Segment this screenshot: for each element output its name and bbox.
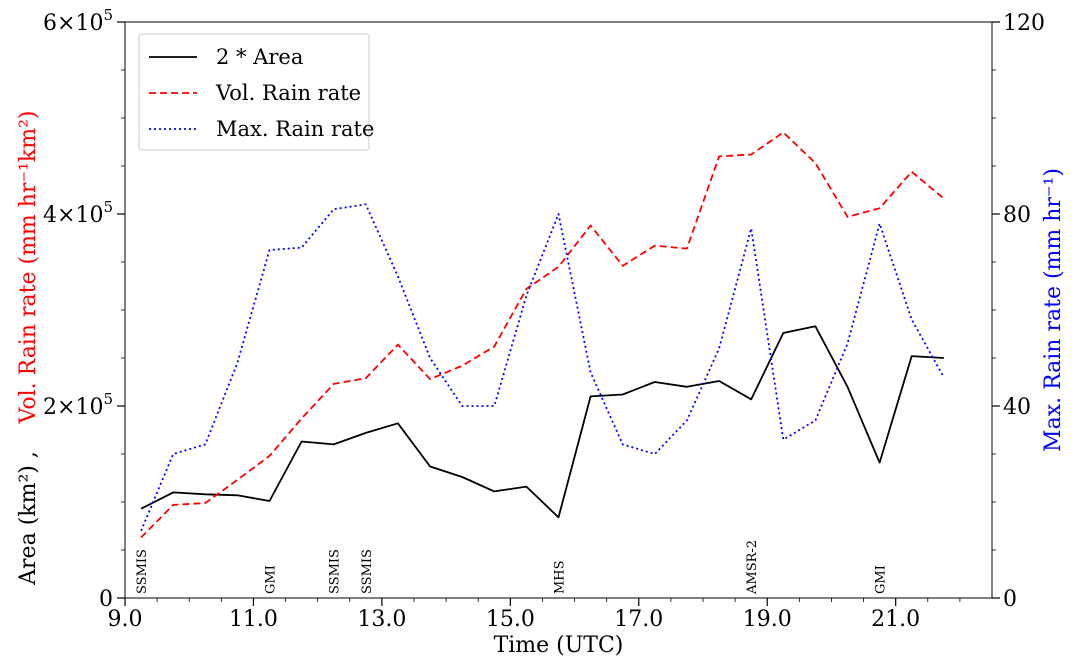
satellite-label: GMI: [264, 565, 279, 594]
left-axis-title: Area (km²) , Vol. Rain rate (mm hr⁻¹km²): [16, 110, 41, 585]
ticks-layer: 9.0 11.0 13.0 15.0 17.0 19.0 21.0 0 2×105 4×105 6×…: [43, 6, 1045, 632]
left-axis-title-vol: Vol. Rain rate (mm hr⁻¹km²): [16, 110, 41, 424]
left-tick-label: 4×105: [43, 198, 113, 228]
left-tick-label: 2×105: [43, 390, 113, 420]
satellite-label: SSMIS: [360, 549, 375, 594]
x-tick-label: 21.0: [871, 607, 920, 632]
x-axis-title: Time (UTC): [494, 633, 624, 658]
satellite-label: SSMIS: [328, 549, 343, 594]
left-tick-label: 6×105: [43, 6, 113, 36]
satellite-label: GMI: [874, 565, 889, 594]
satellite-label: MHS: [553, 560, 568, 594]
left-tick-exponent: 5: [103, 198, 113, 216]
series-line-2: [140, 203, 945, 532]
x-tick-label: 11.0: [229, 607, 278, 632]
left-axis-title-area: Area (km²) ,: [16, 451, 41, 586]
legend-entry-max: Max. Rain rate: [216, 117, 374, 141]
left-tick-exponent: 5: [103, 6, 113, 24]
left-tick-label: 0: [99, 587, 113, 612]
x-tick-label: 9.0: [108, 607, 143, 632]
legend-box: [138, 33, 370, 151]
legend: 2 * Area Vol. Rain rate Max. Rain rate: [138, 33, 374, 151]
series-line-0: [140, 325, 944, 519]
right-tick-label: 40: [1003, 395, 1031, 420]
legend-entry-area: 2 * Area: [216, 45, 303, 69]
right-tick-label: 80: [1003, 203, 1031, 228]
x-tick-label: 15.0: [486, 607, 535, 632]
satellite-label: AMSR-2: [745, 540, 760, 595]
right-tick-label: 120: [1003, 11, 1045, 36]
x-tick-label: 19.0: [743, 607, 792, 632]
annotation-layer: SSMIS GMI SSMIS SSMIS MHS AMSR-2 GMI: [135, 540, 889, 595]
x-tick-label: 17.0: [614, 607, 663, 632]
left-tick-exponent: 5: [103, 390, 113, 408]
x-tick-label: 13.0: [357, 607, 406, 632]
right-axis-title: Max. Rain rate (mm hr⁻¹): [1041, 168, 1066, 452]
series-layer: [140, 131, 945, 539]
legend-entry-vol: Vol. Rain rate: [215, 81, 361, 105]
satellite-label: SSMIS: [135, 549, 150, 594]
right-tick-label: 0: [1003, 587, 1017, 612]
series-line-1: [140, 131, 945, 539]
